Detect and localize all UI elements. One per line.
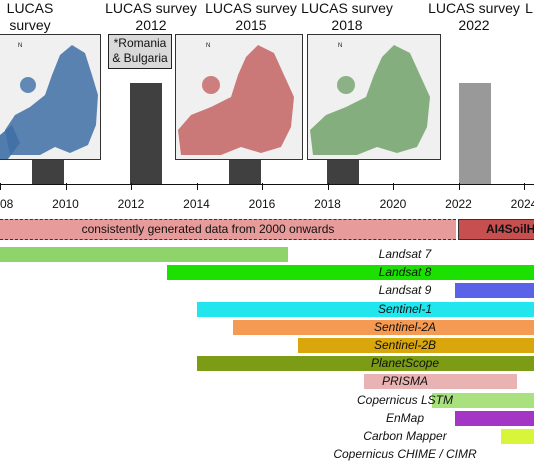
axis-tick bbox=[393, 183, 394, 190]
sensor-bar-sentinel-2a bbox=[232, 319, 534, 335]
ai4soilhealth-label: AI4SoilH bbox=[486, 222, 534, 236]
axis-tick-label: 2014 bbox=[183, 197, 210, 211]
sensor-label: PRISMA bbox=[381, 374, 429, 389]
sensor-label: Sentinel-2A bbox=[373, 319, 437, 334]
survey-title-2022: LUCAS survey 2022 bbox=[428, 0, 520, 33]
survey-bar-2018 bbox=[327, 158, 359, 184]
sensor-bar-carbon-mapper bbox=[501, 429, 534, 444]
axis-tick-label: 2012 bbox=[117, 197, 145, 211]
sensor-label: Landsat 9 bbox=[378, 283, 432, 298]
sensor-bar-landsat-9 bbox=[455, 283, 534, 299]
sensor-label: EnMap bbox=[385, 410, 425, 425]
svg-text:N: N bbox=[206, 43, 210, 49]
europe-map-2018: N bbox=[307, 34, 441, 160]
europe-map-2015: N bbox=[175, 34, 303, 160]
sensor-bar-landsat-7 bbox=[0, 247, 289, 262]
time-axis-line bbox=[0, 184, 534, 185]
axis-tick-label: 2016 bbox=[248, 197, 276, 211]
sensor-label: Copernicus CHIME / CIMR bbox=[333, 447, 477, 462]
sensor-label: PlanetScope bbox=[370, 356, 440, 371]
axis-tick bbox=[131, 183, 132, 190]
sensor-label: Landsat 8 bbox=[378, 265, 432, 280]
axis-tick bbox=[327, 183, 329, 190]
svg-text:N: N bbox=[18, 43, 22, 49]
survey-bar-2012 bbox=[130, 83, 162, 184]
sensor-bar-planetscope bbox=[196, 356, 534, 372]
axis-tick bbox=[196, 183, 198, 190]
axis-tick bbox=[458, 183, 460, 190]
sensor-label: Sentinel-2B bbox=[373, 338, 437, 352]
survey-title-2012: LUCAS survey 2012 bbox=[105, 0, 197, 33]
survey-bar-2022 bbox=[459, 83, 491, 184]
ai4soilhealth-bar bbox=[458, 219, 534, 240]
axis-tick-label: 2008 bbox=[0, 197, 14, 211]
svg-text:N: N bbox=[338, 43, 342, 49]
axis-tick-label: 2024 bbox=[510, 197, 534, 211]
sensor-label: Copernicus LSTM bbox=[356, 392, 454, 407]
consistent-data-label: consistently generated data from 2000 on… bbox=[81, 222, 335, 236]
sensor-bar-sentinel-1 bbox=[196, 301, 534, 317]
axis-tick-label: 2018 bbox=[314, 197, 341, 211]
axis-tick-label: 2010 bbox=[52, 197, 79, 211]
survey-bar-2009 bbox=[32, 158, 64, 184]
survey-title-2015: LUCAS survey 2015 bbox=[205, 0, 297, 33]
sensor-label: Landsat 7 bbox=[378, 247, 432, 261]
note-text: *Romania & Bulgaria bbox=[112, 36, 168, 65]
axis-tick bbox=[0, 183, 1, 190]
sensor-label: Sentinel-1 bbox=[377, 301, 433, 316]
sensor-bar-landsat-8 bbox=[167, 265, 534, 281]
consistent-data-bar bbox=[0, 219, 456, 240]
axis-tick bbox=[262, 183, 263, 190]
axis-tick-label: 2020 bbox=[379, 197, 407, 211]
survey-bar-2015 bbox=[229, 158, 261, 184]
sensor-bar-copernicus-lstm bbox=[432, 392, 534, 408]
sensor-label: Carbon Mapper bbox=[363, 429, 447, 443]
europe-map-2009: N bbox=[0, 34, 101, 160]
axis-tick-label: 2022 bbox=[445, 197, 472, 211]
sensor-bar-enmap bbox=[455, 410, 534, 426]
sensor-bar-prisma bbox=[363, 374, 518, 390]
axis-tick bbox=[65, 183, 67, 190]
survey-title-cut: L bbox=[525, 0, 533, 16]
survey-title-2018: LUCAS survey 2018 bbox=[301, 0, 393, 33]
sensor-bar-sentinel-2b bbox=[298, 338, 534, 353]
romania-bulgaria-note: *Romania & Bulgaria bbox=[108, 34, 172, 69]
axis-tick bbox=[524, 183, 525, 190]
